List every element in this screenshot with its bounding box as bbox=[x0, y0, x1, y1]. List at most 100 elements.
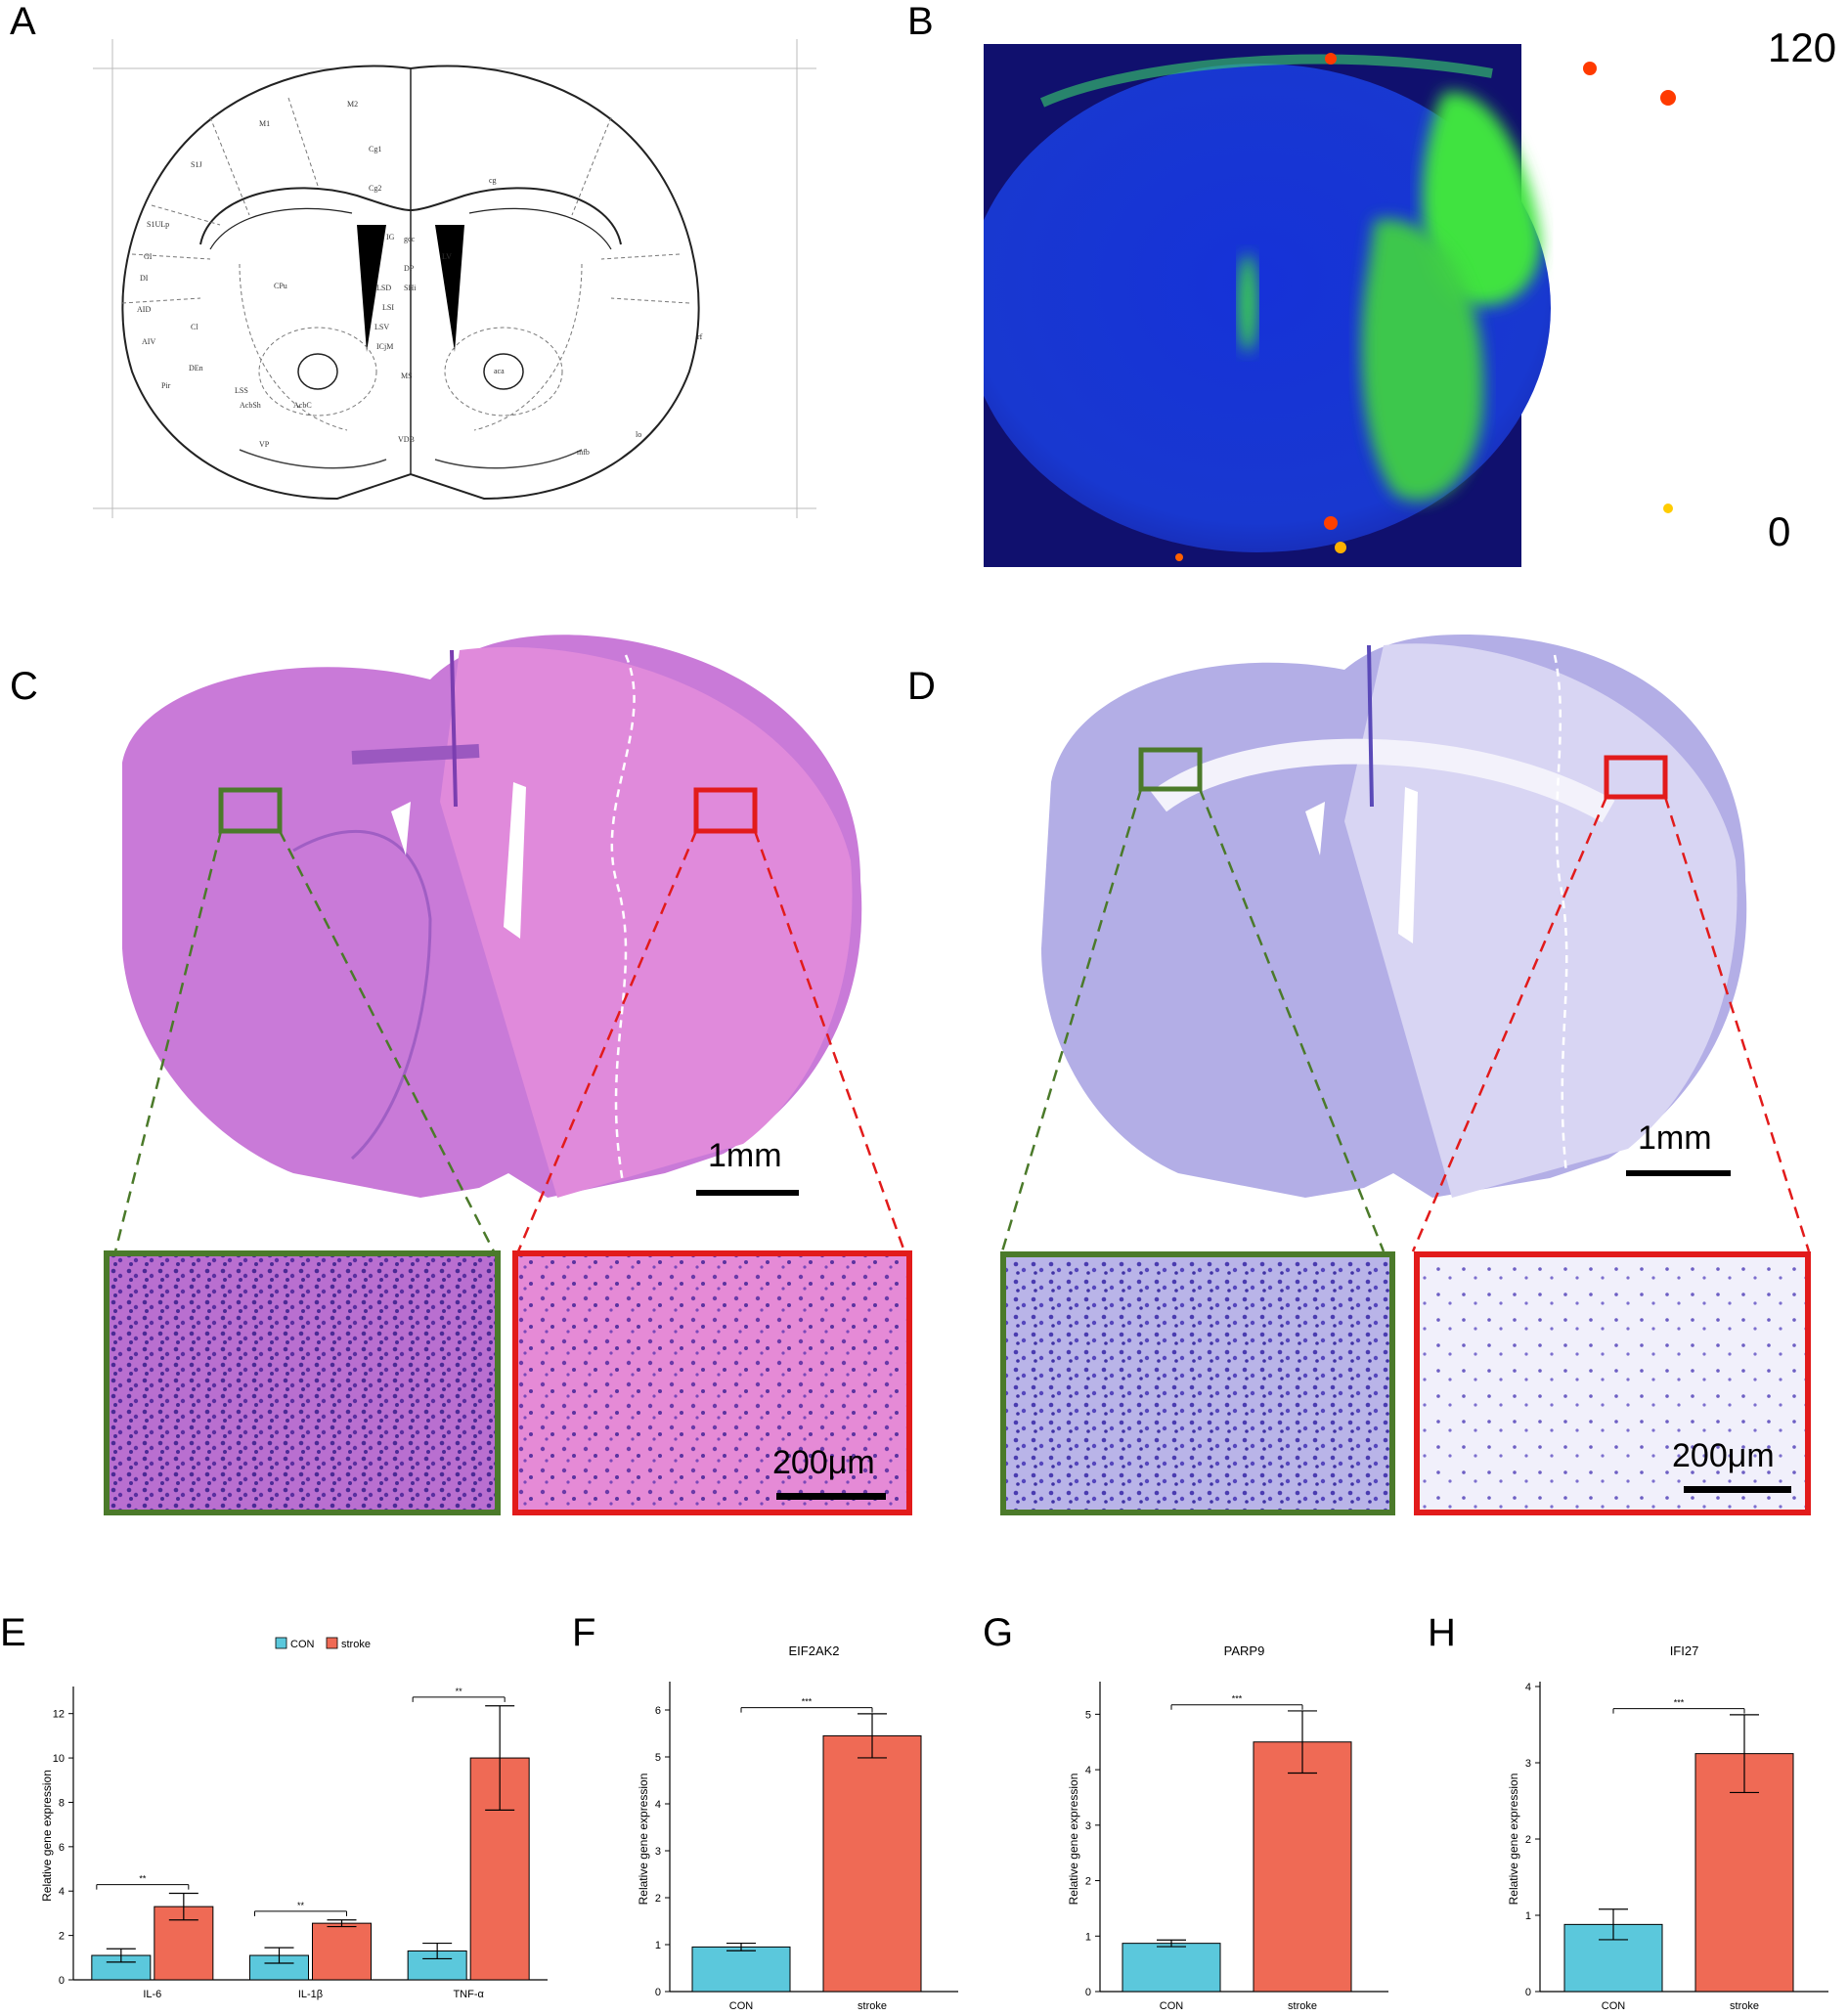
bar-stroke bbox=[312, 1922, 372, 1981]
y-tick-label: 3 bbox=[1085, 1820, 1091, 1832]
significance-label: *** bbox=[802, 1697, 813, 1707]
atlas-label: VDB bbox=[398, 435, 415, 444]
bar-con bbox=[691, 1946, 791, 1993]
chart-g: PARP9 0 1 2 3 4 5 Relative gene expression CON st… bbox=[1067, 1643, 1388, 2012]
legend-swatch-con bbox=[275, 1637, 287, 1649]
atlas-label: mfb bbox=[577, 448, 590, 457]
chart-h: IFI27 0 1 2 3 4 Relative gene expression CON str… bbox=[1507, 1643, 1828, 2012]
atlas-label: lo bbox=[636, 430, 642, 439]
chart-title: EIF2AK2 bbox=[788, 1643, 839, 1658]
legend-label-stroke: stroke bbox=[341, 1639, 371, 1650]
atlas-label: LSI bbox=[382, 303, 394, 312]
y-tick-label: 0 bbox=[1525, 1987, 1531, 1998]
colorbar-max-label: 120 bbox=[1768, 24, 1837, 70]
atlas-label: Cg2 bbox=[369, 184, 382, 193]
atlas-label: Cg1 bbox=[369, 145, 382, 153]
atlas-label: gcc bbox=[404, 235, 416, 243]
bar-stroke bbox=[1694, 1753, 1794, 1993]
significance-label: ** bbox=[456, 1687, 463, 1696]
atlas-label: cg bbox=[489, 176, 497, 185]
x-tick-label: CON bbox=[1160, 2000, 1184, 2012]
y-tick-label: 6 bbox=[655, 1705, 661, 1717]
atlas-label: IG bbox=[386, 233, 395, 241]
significance-label: *** bbox=[1674, 1698, 1685, 1708]
scale-bar-label-d-inset: 200μm bbox=[1672, 1437, 1775, 1474]
atlas-label: LSV bbox=[374, 323, 390, 331]
significance-label: ** bbox=[139, 1874, 147, 1884]
atlas-label: DI bbox=[140, 274, 149, 283]
he-panel-layout bbox=[0, 626, 919, 1584]
atlas-label: ICjM bbox=[376, 342, 394, 351]
atlas-label: LSS bbox=[235, 386, 248, 395]
x-tick-label: CON bbox=[729, 2000, 754, 2012]
atlas-label: VP bbox=[259, 440, 270, 449]
bar-con bbox=[1122, 1943, 1221, 1993]
panel-label-c-top: C bbox=[10, 665, 38, 708]
chart-title: IFI27 bbox=[1670, 1643, 1699, 1658]
y-tick-label: 5 bbox=[655, 1752, 661, 1764]
y-tick-label: 3 bbox=[1525, 1758, 1531, 1770]
y-tick-label: 0 bbox=[655, 1987, 661, 1998]
atlas-label: AID bbox=[137, 305, 152, 314]
y-axis-label: Relative gene expression bbox=[637, 1774, 650, 1906]
atlas-label: aca bbox=[494, 367, 505, 375]
panel-label-d-top: D bbox=[907, 665, 936, 708]
atlas-label: AIV bbox=[142, 337, 156, 346]
atlas-label: SHi bbox=[404, 284, 417, 292]
y-axis-label: Relative gene expression bbox=[1067, 1774, 1080, 1906]
atlas-label: LSD bbox=[376, 284, 392, 292]
y-tick-label: 1 bbox=[1085, 1931, 1091, 1943]
y-tick-label: 10 bbox=[53, 1753, 65, 1765]
nissl-panel-layout bbox=[924, 626, 1848, 1584]
x-tick-label: CON bbox=[1602, 2000, 1626, 2012]
y-tick-label: 1 bbox=[1525, 1910, 1531, 1922]
atlas-label: DEn bbox=[189, 364, 203, 373]
y-tick-label: 3 bbox=[655, 1846, 661, 1858]
y-axis-label: Relative gene expression bbox=[1507, 1774, 1520, 1906]
bar-stroke bbox=[1253, 1741, 1352, 1993]
atlas-label: S1ULp bbox=[147, 220, 170, 229]
panel-label-h: H bbox=[1428, 1611, 1456, 1654]
atlas-label: M2 bbox=[347, 100, 359, 109]
x-tick-label: stroke bbox=[1730, 2000, 1759, 2012]
x-tick-label: stroke bbox=[858, 2000, 887, 2012]
y-tick-label: 2 bbox=[655, 1893, 661, 1905]
y-axis-label: Relative gene expression bbox=[40, 1770, 54, 1902]
chart-f: EIF2AK2 0 1 2 3 4 5 6 Relative gene expression CO… bbox=[637, 1643, 958, 2012]
atlas-label: GI bbox=[144, 252, 153, 261]
atlas-labels: M1 M2 Cg1 Cg2 S1J S1ULp GI DI AID AIV Cl… bbox=[93, 39, 816, 528]
atlas-label: AcbSh bbox=[240, 401, 261, 410]
atlas-label: Cl bbox=[191, 323, 198, 331]
panel-label-e: E bbox=[0, 1611, 26, 1654]
colorbar-min-label: 0 bbox=[1768, 508, 1791, 554]
brain-atlas-diagram bbox=[93, 39, 816, 518]
atlas-label: M1 bbox=[259, 119, 271, 128]
y-tick-label: 6 bbox=[59, 1842, 65, 1854]
y-tick-label: 2 bbox=[59, 1931, 65, 1943]
x-tick-label: TNF-α bbox=[453, 1989, 484, 2000]
chart-title: PARP9 bbox=[1224, 1643, 1265, 1658]
y-tick-label: 2 bbox=[1085, 1876, 1091, 1888]
legend-label-con: CON bbox=[290, 1639, 315, 1650]
scale-bar-label-c-main: 1mm bbox=[708, 1137, 782, 1174]
y-tick-label: 4 bbox=[1085, 1765, 1091, 1776]
y-tick-label: 4 bbox=[655, 1799, 661, 1811]
y-tick-label: 5 bbox=[1085, 1709, 1091, 1721]
atlas-label: S1J bbox=[191, 160, 202, 169]
chart-e: 0 2 4 6 8 10 12 Relative gene expression IL-6 ** I… bbox=[40, 1637, 548, 2000]
panel-label-a: A bbox=[10, 0, 36, 43]
y-tick-label: 0 bbox=[59, 1975, 65, 1987]
scale-bar-label-d-main: 1mm bbox=[1638, 1119, 1712, 1157]
y-tick-label: 0 bbox=[1085, 1987, 1091, 1998]
atlas-label: CPu bbox=[274, 282, 287, 290]
atlas-label: LV bbox=[442, 252, 452, 261]
y-tick-label: 1 bbox=[655, 1940, 661, 1951]
atlas-label: DP bbox=[404, 264, 415, 273]
bar-stroke bbox=[822, 1734, 922, 1993]
significance-label: *** bbox=[1232, 1694, 1243, 1704]
mri-heatmap-image bbox=[984, 44, 1676, 567]
legend-swatch-stroke bbox=[326, 1637, 338, 1649]
y-tick-label: 8 bbox=[59, 1797, 65, 1809]
y-tick-label: 4 bbox=[59, 1886, 65, 1898]
atlas-label: MS bbox=[401, 372, 413, 380]
